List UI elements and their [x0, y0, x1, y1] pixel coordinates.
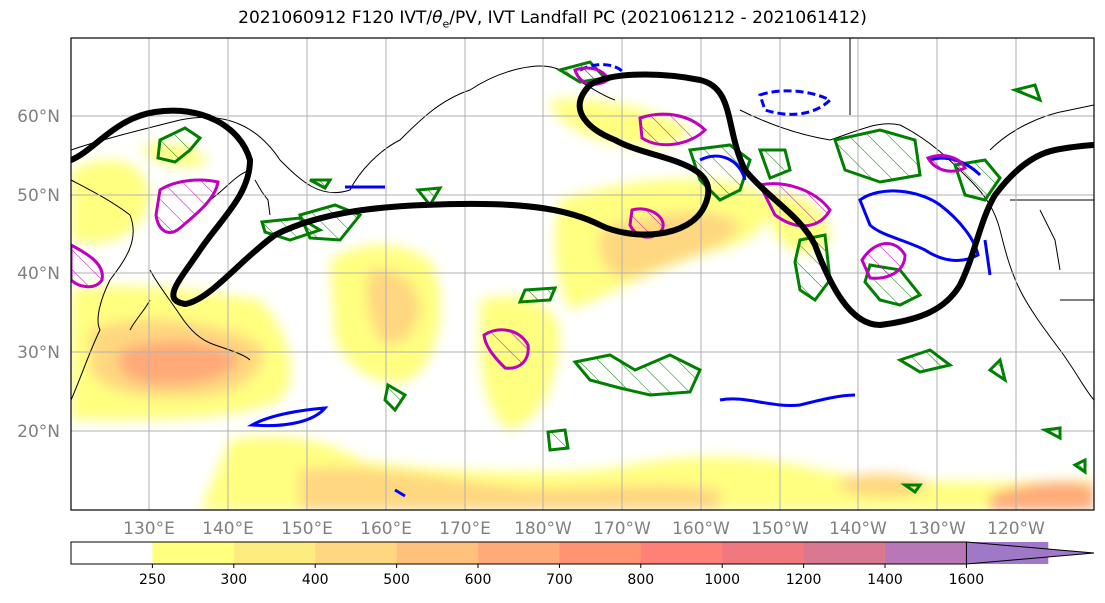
colorbar-segment: [478, 542, 560, 564]
lat-label: 50°N: [17, 186, 60, 206]
map-frame: [70, 37, 1095, 511]
lon-label: 140°E: [202, 519, 254, 539]
lon-label: 140°W: [829, 519, 887, 539]
map-title: 2021060912 F120 IVT/θe/PV, IVT Landfall …: [0, 8, 1105, 30]
colorbar-segment: [233, 542, 316, 564]
colorbar-tick-label: 800: [627, 572, 654, 588]
colorbar-tick-label: 1400: [867, 572, 903, 588]
title-rest: /PV, IVT Landfall PC (2021061212 - 20210…: [449, 8, 867, 28]
colorbar-segment: [722, 542, 805, 564]
lon-label: 170°W: [593, 519, 651, 539]
colorbar-segment: [559, 542, 642, 564]
landfall-pc-contour: [71, 71, 1094, 328]
ivt-contours: [71, 66, 968, 370]
colorbar-tick-label: 500: [383, 572, 410, 588]
colorbar-segment: [396, 542, 479, 564]
colorbar-segment: [315, 542, 398, 564]
colorbar-tick-label: 300: [220, 572, 247, 588]
colorbar-extend-arrow: [965, 541, 1095, 565]
ivt-colorbar: 250 300 400 500 600 700 800 1000 1200 1400 1600: [70, 541, 1095, 588]
lat-label: 30°N: [17, 343, 60, 363]
latitude-labels: 60°N 50°N 40°N 30°N 20°N: [17, 107, 60, 442]
lon-label: 120°W: [987, 519, 1045, 539]
colorbar-tick-label: 400: [302, 572, 329, 588]
colorbar-segment: [885, 542, 967, 564]
lon-label: 130°W: [908, 519, 966, 539]
lat-label: 40°N: [17, 264, 60, 284]
colorbar-segment: [71, 542, 153, 564]
colorbar-segment: [152, 542, 235, 564]
title-theta-subscript: e: [442, 17, 450, 31]
colorbar-segment: [640, 542, 723, 564]
colorbar-outline: [70, 541, 967, 565]
lon-label: 150°W: [751, 519, 809, 539]
lon-label: 180°W: [514, 519, 572, 539]
colorbar-tick-label: 1000: [704, 572, 740, 588]
lat-label: 20°N: [17, 422, 60, 442]
map-area: [71, 38, 1094, 510]
colorbar-tick-label: 250: [139, 572, 166, 588]
title-main: 2021060912 F120 IVT/: [238, 8, 433, 28]
colorbar-tick-label: 700: [546, 572, 573, 588]
lon-label: 160°W: [672, 519, 730, 539]
lon-label: 160°E: [360, 519, 412, 539]
lon-label: 170°E: [439, 519, 491, 539]
colorbar-tick-label: 600: [465, 572, 492, 588]
colorbar-tick-label: 1600: [949, 572, 985, 588]
lon-label: 150°E: [281, 519, 333, 539]
longitude-labels: 130°E 140°E 150°E 160°E 170°E 180°W 170°…: [123, 519, 1045, 539]
lon-label: 130°E: [123, 519, 175, 539]
colorbar-tick-label: 1200: [786, 572, 822, 588]
lat-label: 60°N: [17, 107, 60, 127]
title-theta: θ: [432, 8, 443, 28]
colorbar-segment: [803, 542, 886, 564]
